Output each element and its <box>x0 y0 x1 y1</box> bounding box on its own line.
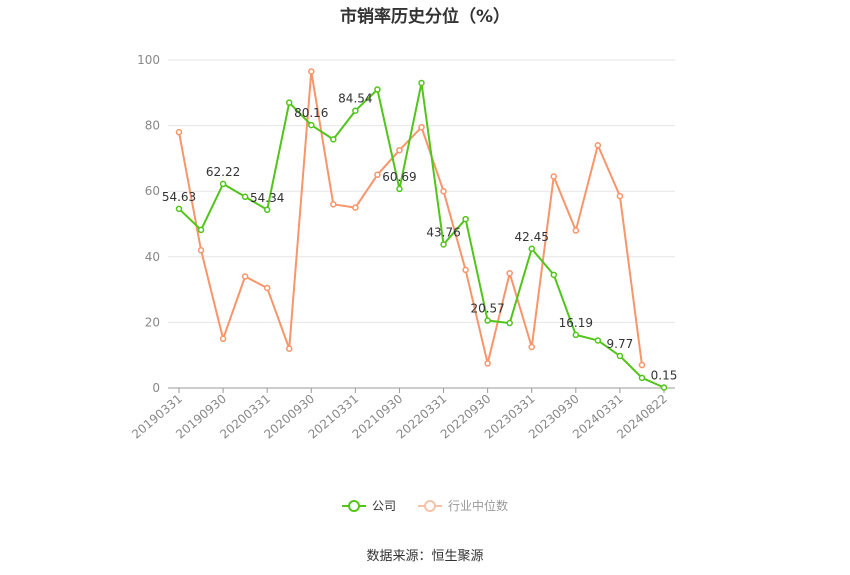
data-point <box>506 319 513 327</box>
data-label: 84.54 <box>338 92 372 106</box>
data-point <box>550 271 558 279</box>
data-label: 54.63 <box>162 190 196 204</box>
data-label: 80.16 <box>294 106 328 120</box>
legend-item-company[interactable]: 公司 <box>341 497 396 514</box>
data-point <box>572 331 580 339</box>
legend-company-icon <box>341 499 366 513</box>
data-point <box>484 317 491 324</box>
data-point <box>263 284 271 292</box>
data-point <box>197 226 205 234</box>
data-point <box>263 206 271 214</box>
data-point <box>440 187 447 195</box>
data-point <box>616 192 624 200</box>
data-point <box>616 352 624 360</box>
data-point <box>660 384 668 391</box>
y-tick-label: 20 <box>145 315 160 329</box>
data-point <box>330 136 337 143</box>
data-point <box>484 360 491 367</box>
data-point <box>396 185 403 193</box>
data-label: 9.77 <box>607 337 634 351</box>
data-point <box>285 345 293 352</box>
data-label: 54.34 <box>250 191 284 205</box>
legend-item-industry-median[interactable]: 行业中位数 <box>418 497 508 514</box>
data-point <box>550 173 558 180</box>
data-labels: 54.63 62.22 54.34 80.16 84.54 60.69 43.76 20.57… <box>162 92 678 383</box>
data-point <box>374 86 381 93</box>
data-point <box>638 374 646 382</box>
data-point <box>285 99 293 106</box>
data-point <box>418 79 425 87</box>
data-label: 20.57 <box>470 302 504 316</box>
y-tick-label: 60 <box>145 184 160 198</box>
data-point <box>352 107 359 114</box>
data-point <box>219 335 227 343</box>
data-point <box>175 128 183 136</box>
data-point <box>219 180 227 188</box>
data-label: 0.15 <box>651 369 678 383</box>
data-point <box>330 201 337 208</box>
data-point <box>506 269 513 277</box>
y-tick-label: 80 <box>145 119 160 133</box>
data-point <box>308 68 315 75</box>
data-point <box>308 121 315 129</box>
data-point <box>528 343 535 351</box>
data-point <box>638 361 646 369</box>
data-point <box>462 215 469 223</box>
data-point <box>572 227 580 234</box>
data-point <box>175 205 183 213</box>
series-layer <box>175 68 668 391</box>
legend-company-label: 公司 <box>371 499 396 513</box>
data-point <box>418 123 425 131</box>
chart-title: 市销率历史分位（%） <box>339 7 511 27</box>
y-axis: 0 20 40 60 80 100 <box>137 53 160 395</box>
y-tick-label: 0 <box>152 381 160 395</box>
data-label: 42.45 <box>515 230 549 244</box>
data-source: 数据来源：恒生聚源 <box>366 549 484 564</box>
data-point <box>241 273 249 280</box>
data-label: 43.76 <box>426 225 460 239</box>
data-point <box>594 337 602 344</box>
data-point <box>241 193 249 201</box>
data-point <box>374 171 381 179</box>
data-point <box>462 266 469 274</box>
data-label: 60.69 <box>382 170 416 184</box>
legend-industry-median-icon <box>418 499 442 513</box>
y-tick-label: 100 <box>137 53 160 67</box>
data-point <box>197 246 205 254</box>
data-point <box>594 142 602 149</box>
data-point <box>396 146 403 154</box>
y-tick-label: 40 <box>145 250 160 264</box>
legend: 公司 行业中位数 <box>0 497 850 514</box>
data-label: 16.19 <box>559 316 593 330</box>
x-axis: 2019033120190930202003312020093020210331… <box>129 388 670 442</box>
legend-industry-median-label: 行业中位数 <box>448 499 509 513</box>
data-point <box>528 245 535 253</box>
data-label: 62.22 <box>206 165 240 179</box>
line-chart: 0 20 40 60 80 100 201903312019093020200331202… <box>129 53 678 442</box>
data-point <box>440 241 447 248</box>
data-point <box>352 204 359 211</box>
